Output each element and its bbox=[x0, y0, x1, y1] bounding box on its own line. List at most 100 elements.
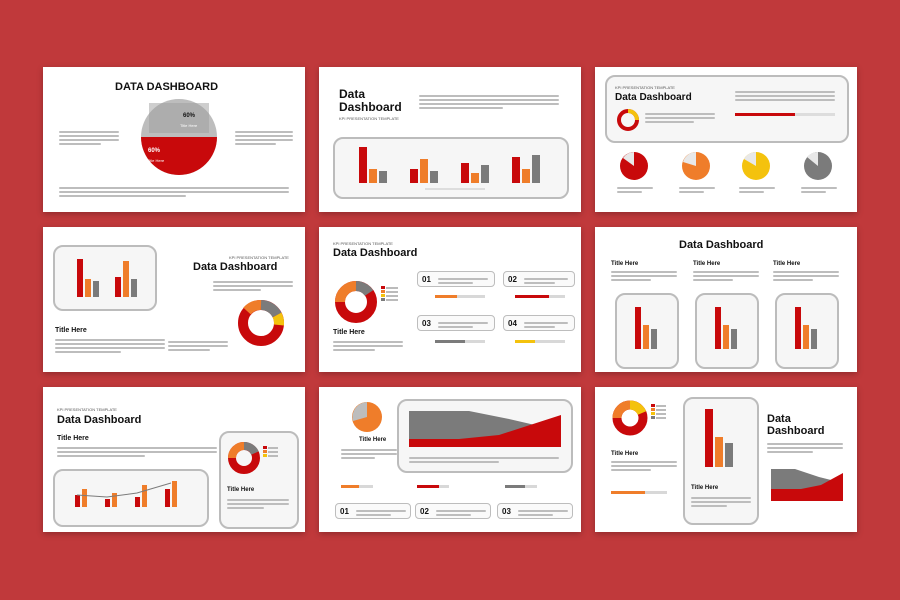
donut-chart bbox=[238, 300, 285, 346]
kpi-box-01: 01 bbox=[417, 271, 495, 287]
legend bbox=[651, 403, 666, 420]
text-block-left bbox=[55, 337, 165, 355]
col-text-2 bbox=[693, 269, 759, 283]
area-chart bbox=[771, 469, 843, 501]
section-title: Title Here bbox=[57, 435, 89, 442]
kpi-box-03: 03 bbox=[497, 503, 573, 519]
progress-03-fill bbox=[435, 340, 465, 343]
text-block-right bbox=[735, 89, 835, 103]
mini-donut bbox=[617, 109, 639, 131]
slide-3-title: Data Dashboard bbox=[615, 92, 692, 103]
slide-7[interactable]: KPI PRESENTATION TEMPLATE Data Dashboard… bbox=[43, 387, 305, 532]
kpi-box-04: 04 bbox=[503, 315, 575, 331]
section-title-left: Title Here bbox=[611, 451, 639, 457]
kpi-num-04: 04 bbox=[508, 319, 517, 328]
progress-fill bbox=[735, 113, 795, 116]
chart-card-3 bbox=[775, 293, 839, 369]
caption-1 bbox=[617, 185, 653, 195]
combo-chart-card bbox=[53, 469, 209, 527]
progress-3-fill bbox=[505, 485, 525, 488]
text-block-left bbox=[341, 447, 397, 461]
text-block-right bbox=[213, 279, 293, 293]
slide-9[interactable]: Title Here Title Here Data Dashboard bbox=[595, 387, 857, 532]
slide-3[interactable]: KPI PRESENTATION TEMPLATE Data Dashboard bbox=[595, 67, 857, 212]
bar-chart-card bbox=[53, 245, 157, 311]
pie-chart bbox=[141, 99, 217, 175]
slide-9-title-line1: Data bbox=[767, 413, 791, 425]
caption-3 bbox=[739, 185, 775, 195]
slide-5[interactable]: KPI PRESENTATION TEMPLATE Data Dashboard… bbox=[319, 227, 581, 372]
progress-1-fill bbox=[341, 485, 359, 488]
col-text-1 bbox=[611, 269, 677, 283]
area-chart bbox=[409, 411, 561, 447]
section-title: Title Here bbox=[333, 329, 365, 336]
progress-02-fill bbox=[515, 295, 549, 298]
combo-chart bbox=[71, 479, 191, 507]
col-title-3: Title Here bbox=[773, 261, 801, 267]
slide-2-title-line1: Data bbox=[339, 87, 366, 101]
area-chart-text bbox=[409, 455, 559, 465]
area-chart-card bbox=[397, 399, 573, 473]
progress-01 bbox=[435, 295, 485, 298]
col-title-1: Title Here bbox=[611, 261, 639, 267]
text-block-bottom bbox=[59, 185, 289, 199]
section-title: Title Here bbox=[55, 327, 87, 334]
text-block-left bbox=[611, 459, 677, 473]
kpi-subtitle: KPI PRESENTATION TEMPLATE bbox=[229, 255, 289, 260]
pie-red bbox=[620, 152, 648, 180]
slide-4-title: Data Dashboard bbox=[193, 261, 278, 273]
text-block bbox=[57, 445, 217, 459]
bar-chart bbox=[701, 405, 741, 467]
pie-chart bbox=[352, 402, 382, 432]
section-title: Title Here bbox=[359, 437, 387, 443]
slide-6-title: Data Dashboard bbox=[679, 239, 764, 251]
text-block-right bbox=[767, 441, 843, 455]
pct-label-top: 60% bbox=[183, 113, 196, 119]
slide-2[interactable]: Data Dashboard KPI PRESENTATION TEMPLATE bbox=[319, 67, 581, 212]
pct-label-bottom: 60% bbox=[148, 148, 161, 154]
slide-1-title: DATA DASHBOARD bbox=[115, 81, 219, 93]
slide-6[interactable]: Data Dashboard Title Here Title Here Tit… bbox=[595, 227, 857, 372]
bar-chart-card: Title Here bbox=[683, 397, 759, 525]
kpi-subtitle: KPI PRESENTATION TEMPLATE bbox=[333, 241, 393, 246]
kpi-box-02: 02 bbox=[503, 271, 575, 287]
caption-4 bbox=[801, 185, 837, 195]
slide-1[interactable]: DATA DASHBOARD 60% Title Here 60% Title … bbox=[43, 67, 305, 212]
kpi-box-01: 01 bbox=[335, 503, 411, 519]
bar-chart bbox=[355, 145, 555, 183]
progress-01-fill bbox=[435, 295, 457, 298]
legend bbox=[263, 445, 278, 458]
progress-04-fill bbox=[515, 340, 535, 343]
caption-2 bbox=[679, 185, 715, 195]
kpi-subtitle: KPI PRESENTATION TEMPLATE bbox=[339, 116, 399, 121]
kpi-box-02: 02 bbox=[415, 503, 491, 519]
header-card: KPI PRESENTATION TEMPLATE Data Dashboard bbox=[605, 75, 849, 143]
text-block-right bbox=[235, 129, 293, 147]
kpi-num-03: 03 bbox=[502, 507, 511, 516]
legend bbox=[381, 285, 398, 302]
bar-card-title: Title Here bbox=[691, 485, 719, 491]
slide-9-title-line2: Dashboard bbox=[767, 425, 825, 437]
title-label-bottom: Title Here bbox=[147, 158, 165, 163]
col-title-2: Title Here bbox=[693, 261, 721, 267]
bar-chart bbox=[69, 257, 149, 297]
slide-8[interactable]: Title Here 01 02 03 bbox=[319, 387, 581, 532]
pie-orange bbox=[682, 152, 710, 180]
kpi-subtitle: KPI PRESENTATION TEMPLATE bbox=[615, 85, 675, 90]
kpi-num-02: 02 bbox=[508, 275, 517, 284]
slide-4[interactable]: KPI PRESENTATION TEMPLATE Data Dashboard… bbox=[43, 227, 305, 372]
kpi-num-01: 01 bbox=[422, 275, 431, 284]
donut-chart bbox=[228, 442, 260, 474]
text-block bbox=[333, 339, 403, 353]
slide-7-title: Data Dashboard bbox=[57, 414, 142, 426]
chart-card-1 bbox=[615, 293, 679, 369]
bar-card-text bbox=[691, 495, 751, 509]
donut-card-title: Title Here bbox=[227, 487, 255, 493]
title-label-top: Title Here bbox=[180, 123, 198, 128]
kpi-num-01: 01 bbox=[340, 507, 349, 516]
kpi-box-03: 03 bbox=[417, 315, 495, 331]
donut-card: Title Here bbox=[219, 431, 299, 529]
pie-yellow bbox=[742, 152, 770, 180]
progress-1-fill bbox=[611, 491, 645, 494]
progress-2-fill bbox=[417, 485, 439, 488]
